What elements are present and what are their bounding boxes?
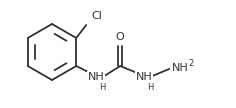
Text: Cl: Cl bbox=[91, 11, 102, 21]
Text: NH: NH bbox=[136, 72, 153, 82]
Text: NH: NH bbox=[172, 63, 189, 73]
Text: 2: 2 bbox=[188, 59, 194, 68]
Text: H: H bbox=[147, 83, 153, 92]
Text: O: O bbox=[116, 32, 125, 42]
Text: NH: NH bbox=[88, 72, 105, 82]
Text: H: H bbox=[99, 83, 105, 92]
